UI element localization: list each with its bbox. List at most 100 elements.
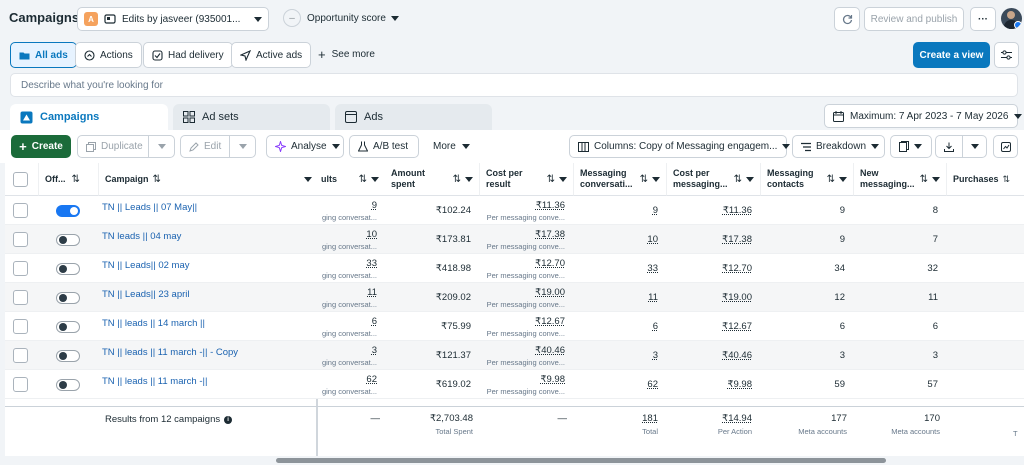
- row-checkbox[interactable]: [13, 203, 28, 218]
- campaign-name-link[interactable]: TN leads || 04 may: [102, 231, 182, 242]
- column-header-messaging-contacts[interactable]: Messaging contacts ⇅: [760, 163, 853, 196]
- breakdown-button[interactable]: Breakdown: [792, 135, 885, 158]
- see-more-button[interactable]: + See more: [318, 48, 375, 61]
- header-label: Cost per: [486, 168, 523, 178]
- cell-value[interactable]: ₹9.98: [727, 379, 752, 390]
- campaign-toggle[interactable]: [56, 350, 80, 362]
- column-header-new-messaging[interactable]: New messaging... ⇅: [853, 163, 946, 196]
- cell-value[interactable]: ₹12.70: [535, 257, 565, 269]
- campaign-toggle[interactable]: [56, 321, 80, 333]
- column-header-cost-per-messaging[interactable]: Cost per messaging... ⇅: [666, 163, 760, 196]
- cell-value[interactable]: 62: [647, 379, 658, 390]
- filter-had-delivery[interactable]: Had delivery: [143, 42, 233, 68]
- campaign-toggle[interactable]: [56, 263, 80, 275]
- horizontal-scrollbar-thumb[interactable]: [276, 458, 886, 463]
- ab-test-button[interactable]: A/B test: [349, 135, 419, 158]
- cell-value[interactable]: ₹17.38: [535, 228, 565, 240]
- campaign-toggle[interactable]: [56, 292, 80, 304]
- analyse-button[interactable]: Analyse: [266, 135, 344, 158]
- column-header-messaging-conversations[interactable]: Messaging conversati... ⇅: [573, 163, 666, 196]
- campaign-name-link[interactable]: TN || Leads|| 02 may: [102, 260, 190, 271]
- chevron-down-icon: [371, 176, 379, 182]
- cell-value[interactable]: 33: [366, 257, 377, 269]
- more-button[interactable]: More: [433, 141, 470, 152]
- select-all-checkbox[interactable]: [13, 172, 28, 187]
- column-header-amount-spent[interactable]: Amount spent ⇅: [385, 163, 479, 196]
- cell-value[interactable]: ₹40.46: [722, 350, 752, 361]
- row-checkbox[interactable]: [13, 232, 28, 247]
- cell-value[interactable]: 9: [371, 199, 377, 211]
- cell-value[interactable]: 11: [648, 292, 658, 303]
- cell-value[interactable]: ₹11.36: [722, 205, 752, 216]
- row-checkbox[interactable]: [13, 290, 28, 305]
- cell-value[interactable]: ₹9.98: [540, 373, 565, 385]
- campaign-name-link[interactable]: TN || leads || 11 march -||: [102, 376, 208, 387]
- column-header-campaign[interactable]: Campaign ⇅: [98, 163, 318, 196]
- filter-actions[interactable]: Actions: [75, 42, 142, 68]
- cell-value[interactable]: 62: [366, 373, 377, 385]
- avatar[interactable]: [1001, 8, 1022, 29]
- tab-ad-sets[interactable]: Ad sets: [173, 104, 330, 130]
- cell-value[interactable]: 10: [647, 234, 658, 245]
- column-header-cost-per-result[interactable]: Cost per result ⇅: [479, 163, 573, 196]
- campaign-name-link[interactable]: TN || Leads || 07 May||: [102, 202, 198, 213]
- cell-value[interactable]: ₹11.36: [535, 199, 565, 211]
- refresh-button[interactable]: [834, 7, 860, 31]
- campaign-toggle[interactable]: [56, 234, 80, 246]
- cell-value[interactable]: 10: [366, 228, 377, 240]
- row-checkbox[interactable]: [13, 319, 28, 334]
- row-checkbox[interactable]: [13, 377, 28, 392]
- row-checkbox[interactable]: [13, 261, 28, 276]
- cell-value[interactable]: ₹12.70: [722, 263, 752, 274]
- duplicate-button[interactable]: Duplicate: [77, 135, 149, 158]
- filter-settings-button[interactable]: [994, 42, 1019, 68]
- cell-value[interactable]: 11: [367, 286, 377, 298]
- cell-value[interactable]: ₹17.38: [722, 234, 752, 245]
- date-range-picker[interactable]: Maximum: 7 Apr 2023 - 7 May 2026: [824, 104, 1023, 128]
- cell-value[interactable]: ₹19.00: [722, 292, 752, 303]
- cell-value[interactable]: ₹12.67: [722, 321, 752, 332]
- cell-value[interactable]: ₹40.46: [535, 344, 565, 356]
- chevron-down-icon: [1014, 113, 1023, 119]
- tab-campaigns[interactable]: Campaigns: [10, 104, 168, 130]
- edit-label: Edit: [204, 141, 222, 152]
- row-checkbox[interactable]: [13, 348, 28, 363]
- cell-value[interactable]: 6: [371, 315, 377, 327]
- create-button[interactable]: + Create: [11, 135, 71, 158]
- campaign-toggle[interactable]: [56, 379, 80, 391]
- reports-button[interactable]: [890, 135, 932, 158]
- cell-value[interactable]: 3: [652, 350, 658, 361]
- info-icon[interactable]: i: [224, 415, 233, 424]
- review-and-publish-button[interactable]: Review and publish: [864, 7, 964, 31]
- duplicate-dropdown[interactable]: [148, 135, 175, 158]
- edit-dropdown[interactable]: [229, 135, 256, 158]
- filter-label: Actions: [100, 49, 133, 61]
- opportunity-score-dropdown[interactable]: Opportunity score: [307, 13, 399, 24]
- campaign-toggle[interactable]: [56, 205, 80, 217]
- cell-value[interactable]: 6: [652, 321, 658, 332]
- edit-button[interactable]: Edit: [180, 135, 230, 158]
- search-input[interactable]: Describe what you're looking for: [10, 73, 1018, 97]
- chart-toggle-button[interactable]: [993, 135, 1018, 158]
- more-options-button[interactable]: ···: [970, 7, 996, 31]
- cell-value[interactable]: 33: [647, 263, 658, 274]
- campaign-name-link[interactable]: TN || leads || 14 march ||: [102, 318, 205, 329]
- filter-all-ads[interactable]: All ads: [10, 42, 77, 68]
- export-button[interactable]: [935, 135, 963, 158]
- campaign-name-link[interactable]: TN || leads || 11 march -|| - Copy: [102, 347, 239, 358]
- cell-value[interactable]: ₹12.67: [535, 315, 565, 327]
- create-view-button[interactable]: Create a view: [913, 42, 990, 68]
- cell-value[interactable]: 3: [371, 344, 377, 356]
- cell-subtext: ging conversat...: [321, 299, 377, 309]
- column-header-off-on[interactable]: Off... ⇅: [38, 163, 98, 196]
- cell-value[interactable]: ₹19.00: [535, 286, 565, 298]
- tab-ads[interactable]: Ads: [335, 104, 492, 130]
- columns-button[interactable]: Columns: Copy of Messaging engagem...: [569, 135, 791, 158]
- column-header-results[interactable]: ults ⇅: [318, 163, 385, 196]
- account-selector[interactable]: A Edits by jasveer (935001...: [77, 7, 269, 31]
- campaign-name-link[interactable]: TN || Leads|| 23 april: [102, 289, 190, 300]
- column-header-purchases[interactable]: Purchases ⇅: [946, 163, 1024, 196]
- export-dropdown[interactable]: [962, 135, 987, 158]
- cell-value[interactable]: 9: [652, 205, 658, 216]
- filter-active-ads[interactable]: Active ads: [231, 42, 312, 68]
